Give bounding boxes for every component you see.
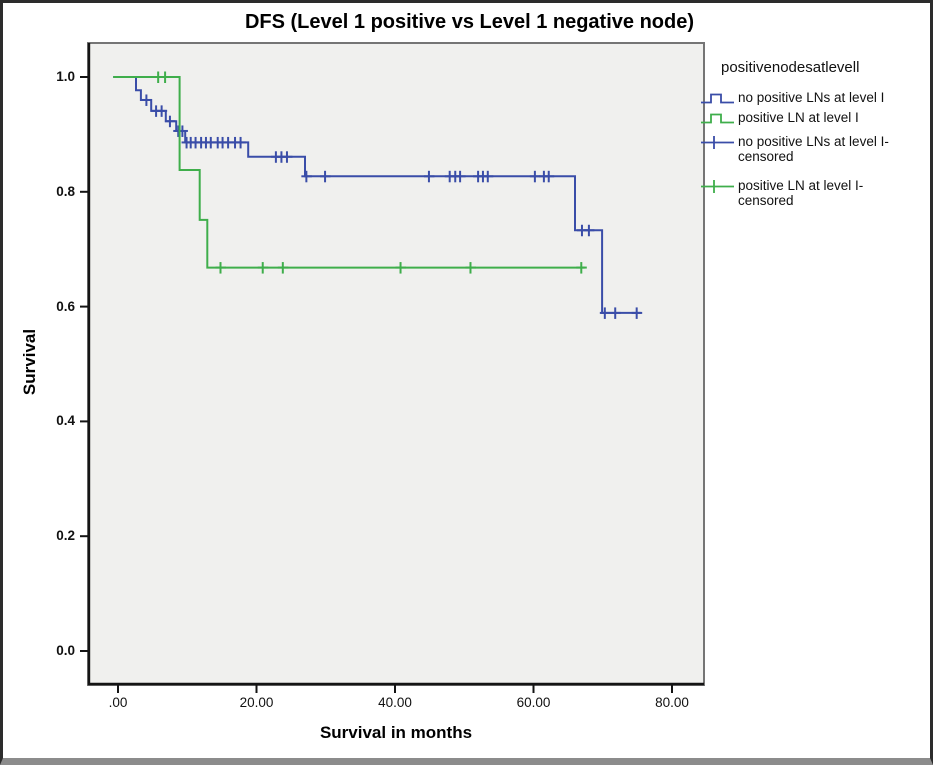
survival-plot bbox=[80, 42, 705, 693]
y-tick-label: 0.4 bbox=[56, 413, 75, 429]
chart-title: DFS (Level 1 positive vs Level 1 negativ… bbox=[244, 11, 695, 33]
x-tick-label: 60.00 bbox=[516, 695, 551, 710]
censor-plus-swatch-green-icon bbox=[701, 180, 734, 193]
legend-item-label-line2: censored bbox=[738, 193, 794, 208]
legend-item-label-line1: no positive LNs at level I- bbox=[738, 134, 889, 149]
x-tick-label: 20.00 bbox=[239, 695, 274, 710]
legend-item-positive-ln-censored: positive LN at level I- censored bbox=[701, 178, 863, 208]
legend-item-no-positive-lns-censored: no positive LNs at level I- censored bbox=[701, 134, 889, 164]
step-line-swatch-blue-icon bbox=[701, 93, 734, 104]
y-tick-label: 0.0 bbox=[56, 643, 75, 658]
legend-item-label-line2: censored bbox=[738, 149, 794, 164]
x-tick-label: 80.00 bbox=[655, 695, 689, 710]
legend-item-label-line1: positive LN at level I- bbox=[738, 178, 864, 193]
legend-item-label: positive LN at level I bbox=[738, 110, 859, 125]
legend-item-positive-ln: positive LN at level I bbox=[701, 110, 859, 125]
step-line-swatch-green-icon bbox=[701, 113, 734, 124]
y-tick-label: 0.6 bbox=[56, 298, 75, 314]
y-tick-label: 0.8 bbox=[56, 183, 75, 199]
y-tick-label: 1.0 bbox=[56, 69, 75, 84]
plot-area-background bbox=[87, 42, 705, 686]
x-tick-label: 40.00 bbox=[378, 695, 412, 710]
x-axis-title: Survival in months bbox=[319, 723, 473, 742]
y-axis-title: Survival bbox=[20, 328, 39, 396]
y-tick-label: 0.2 bbox=[56, 528, 75, 544]
tick-marks bbox=[80, 76, 673, 693]
survival-curve-green bbox=[113, 76, 585, 269]
legend-item-label: no positive LNs at level I bbox=[738, 90, 885, 105]
legend-item-no-positive-lns: no positive LNs at level I bbox=[701, 90, 884, 105]
legend-title: positivenodesatlevell bbox=[721, 59, 860, 76]
censor-marks-green bbox=[153, 71, 587, 274]
censor-plus-swatch-blue-icon bbox=[701, 136, 734, 149]
censor-marks-blue bbox=[141, 94, 643, 319]
x-tick-label: .00 bbox=[108, 695, 128, 710]
